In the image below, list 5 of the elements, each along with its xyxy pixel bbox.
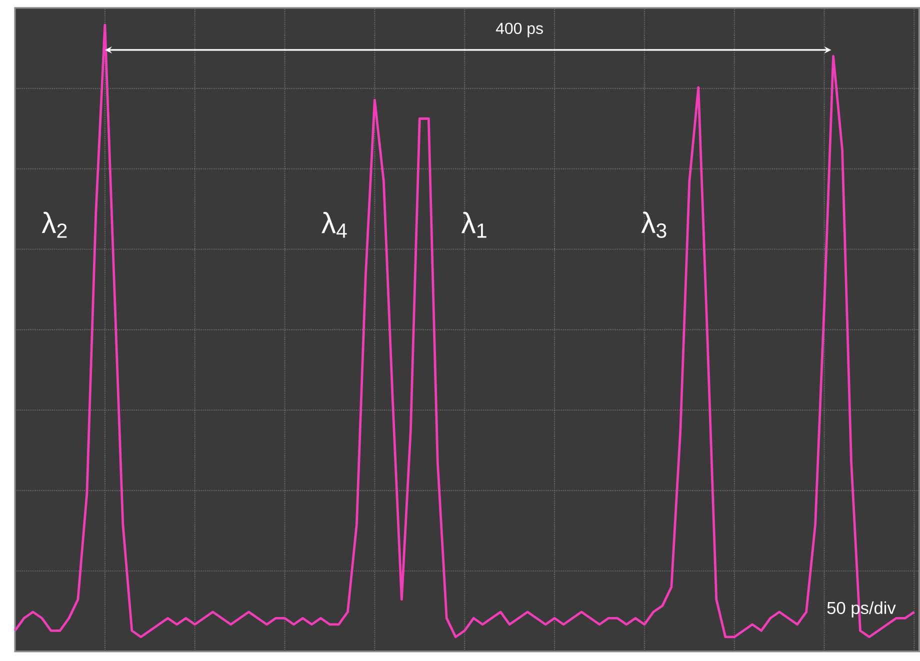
annotation: λ$_{4}$ (322, 212, 347, 238)
annotation: 400 ps (496, 22, 543, 38)
annotation: λ$_{1}$ (461, 212, 486, 238)
annotation: λ$_{2}$ (42, 212, 67, 238)
annotation: λ$_{3}$ (641, 212, 666, 238)
